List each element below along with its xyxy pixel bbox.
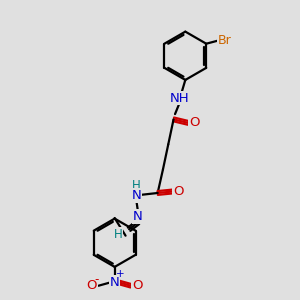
Text: -: - <box>94 273 99 286</box>
Text: NH: NH <box>170 92 190 105</box>
Text: O: O <box>87 279 97 292</box>
Text: N: N <box>133 210 143 223</box>
Text: N: N <box>110 276 119 289</box>
Text: H: H <box>131 178 140 191</box>
Text: H: H <box>114 228 123 241</box>
Text: O: O <box>189 116 200 129</box>
Text: +: + <box>116 269 124 279</box>
Text: O: O <box>132 279 142 292</box>
Text: N: N <box>132 189 141 202</box>
Text: Br: Br <box>218 34 231 47</box>
Text: O: O <box>173 185 184 198</box>
